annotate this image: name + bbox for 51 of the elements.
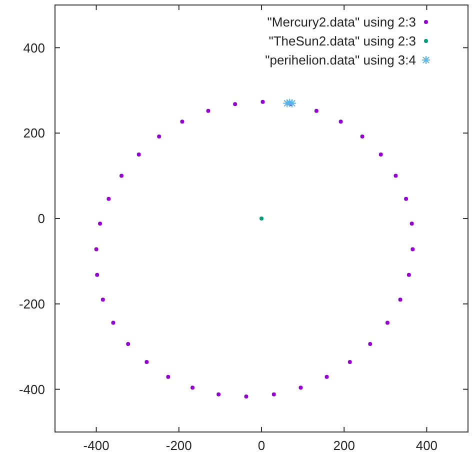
x-tick-label: -200 (166, 438, 192, 453)
point (406, 272, 411, 277)
point (338, 120, 343, 124)
point (298, 386, 303, 390)
y-tick-label: 400 (23, 40, 45, 56)
point (106, 196, 111, 201)
point (285, 98, 294, 108)
legend-label: "perihelion.data" using 3:4 (265, 52, 416, 68)
point (233, 102, 238, 106)
point (410, 222, 414, 226)
point (394, 174, 398, 178)
point (126, 342, 130, 346)
x-tick-label: 400 (416, 438, 438, 453)
point (100, 298, 105, 302)
point (314, 108, 318, 113)
point (95, 272, 100, 277)
point (378, 152, 383, 156)
x-tick-label: -400 (83, 438, 110, 453)
point (190, 386, 195, 390)
y-tick-label: -200 (18, 296, 45, 312)
y-tick-label: -400 (18, 382, 45, 397)
point (136, 152, 141, 156)
point (410, 247, 415, 252)
point (324, 374, 329, 379)
point (368, 342, 372, 346)
point (260, 216, 264, 220)
legend-label: "TheSun2.data" using 2:3 (268, 34, 416, 49)
point (144, 360, 149, 364)
point (166, 374, 170, 379)
point (360, 134, 364, 139)
y-tick-label: 0 (38, 211, 45, 226)
point (94, 247, 98, 252)
point (119, 174, 124, 178)
point (98, 222, 102, 226)
point (111, 320, 116, 325)
point (206, 108, 210, 113)
point (348, 360, 352, 364)
legend-label: "Mercury2.data" using 2:3 (267, 14, 416, 30)
point (385, 320, 390, 325)
y-tick-label: 200 (23, 126, 45, 141)
point (244, 394, 248, 399)
point (180, 120, 184, 124)
point (404, 196, 408, 201)
point (260, 100, 265, 104)
x-tick-label: 0 (258, 438, 266, 453)
point (288, 98, 297, 108)
point (272, 392, 276, 396)
point (157, 134, 162, 139)
point (398, 298, 402, 302)
x-tick-label: 200 (333, 438, 355, 453)
point (216, 392, 221, 396)
